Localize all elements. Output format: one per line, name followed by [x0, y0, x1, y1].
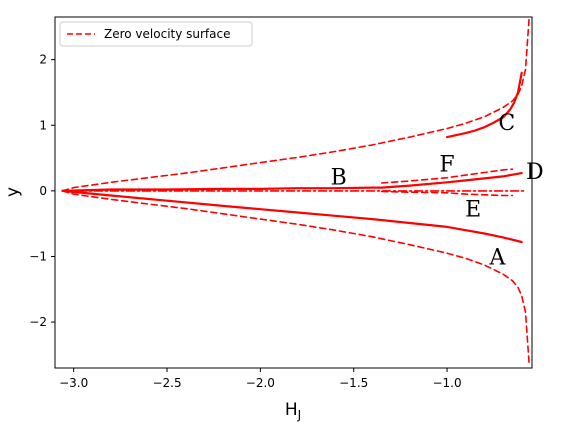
legend-box — [59, 21, 253, 47]
curve-label-E: E — [465, 198, 481, 223]
x-tick-label: −1.5 — [339, 376, 368, 390]
x-tick-label: −3.0 — [59, 376, 88, 390]
curve-label-A: A — [489, 245, 507, 270]
y-tick-label: −2 — [29, 315, 47, 329]
x-tick-label: −1.0 — [432, 376, 461, 390]
series-curve-D — [380, 172, 523, 189]
series-zvs-upper — [61, 17, 530, 192]
y-tick-label: 1 — [39, 118, 47, 132]
legend-label: Zero velocity surface — [104, 27, 231, 41]
x-axis-title: HJ — [285, 400, 301, 422]
x-tick-label: −2.5 — [152, 376, 181, 390]
plot-frame — [54, 16, 533, 369]
x-tick-label: −2.0 — [246, 376, 275, 390]
series-curve-E — [380, 190, 514, 197]
series-curve-B — [61, 186, 383, 192]
legend: Zero velocity surface — [59, 21, 253, 47]
curve-labels: A B CD EF — [331, 111, 544, 270]
plot-area — [55, 17, 532, 368]
series-curve-F — [380, 168, 514, 184]
y-tick-label: 2 — [39, 53, 47, 67]
y-axis-title: y — [3, 187, 23, 197]
series-curve-C — [446, 71, 523, 139]
curve-label-D: D — [526, 160, 544, 185]
curve-label-C: C — [498, 111, 515, 136]
series-layer — [61, 17, 530, 366]
y-tick-label: −1 — [29, 249, 47, 263]
series-zvs-lower — [61, 190, 530, 366]
curve-label-B: B — [331, 165, 347, 190]
series-curve-A — [61, 189, 523, 244]
curve-label-F: F — [439, 152, 454, 177]
y-axis: 2 1 0 −1 −2 — [29, 53, 55, 329]
x-axis: −3.0 −2.5 −2.0 −1.5 −1.0 — [59, 368, 462, 390]
y-tick-label: 0 — [39, 184, 47, 198]
